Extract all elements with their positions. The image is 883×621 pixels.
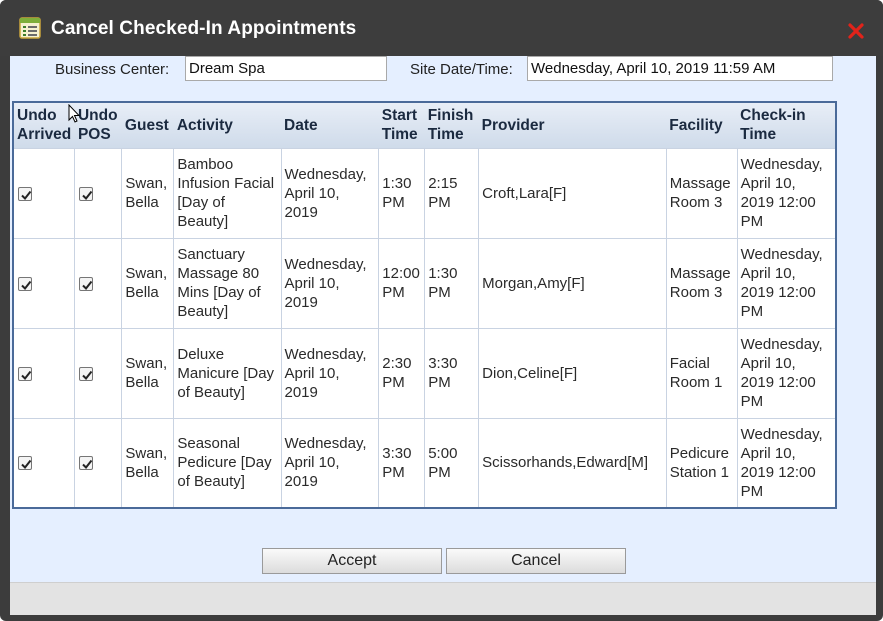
activity-cell: Deluxe Manicure [Day of Beauty] <box>173 327 282 419</box>
header-provider: Provider <box>478 102 667 148</box>
facility-cell: Massage Room 3 <box>665 147 738 239</box>
provider-cell: Croft,Lara[F] <box>478 147 667 239</box>
header-facility: Facility <box>666 102 738 148</box>
facility-cell: Massage Room 3 <box>665 237 738 329</box>
site-datetime-label: Site Date/Time: <box>410 61 513 78</box>
start-time-cell: 2:30 PM <box>378 327 426 419</box>
undo-pos-checkbox[interactable] <box>79 366 94 381</box>
guest-cell: Swan, Bella <box>121 147 175 239</box>
business-center-input[interactable] <box>185 56 387 81</box>
undo-arrived-checkbox[interactable] <box>18 186 32 201</box>
start-time-cell: 3:30 PM <box>378 417 426 509</box>
undo-pos-checkbox[interactable] <box>79 186 94 201</box>
header-finish-time: Finish Time <box>424 102 479 148</box>
table-row: Swan, Bella Sanctuary Massage 80 Mins [D… <box>12 237 837 329</box>
title-bar[interactable]: Cancel Checked-In Appointments <box>0 0 883 56</box>
facility-cell: Pedicure Station 1 <box>665 417 738 509</box>
header-undo-pos: Undo POS <box>74 102 122 148</box>
facility-cell: Facial Room 1 <box>665 327 738 419</box>
date-cell: Wednesday, April 10, 2019 <box>280 147 380 239</box>
finish-time-cell: 3:30 PM <box>424 327 480 419</box>
provider-cell: Dion,Celine[F] <box>478 327 667 419</box>
guest-cell: Swan, Bella <box>121 327 175 419</box>
accept-button[interactable]: Accept <box>262 548 442 574</box>
checkin-time-cell: Wednesday, April 10, 2019 12:00 PM <box>736 237 837 329</box>
table-row: Swan, Bella Seasonal Pedicure [Day of Be… <box>12 417 837 509</box>
activity-cell: Bamboo Infusion Facial [Day of Beauty] <box>173 147 282 239</box>
table-row: Swan, Bella Deluxe Manicure [Day of Beau… <box>12 327 837 419</box>
checkin-time-cell: Wednesday, April 10, 2019 12:00 PM <box>736 417 837 509</box>
start-time-cell: 1:30 PM <box>378 147 426 239</box>
cancel-button[interactable]: Cancel <box>446 548 626 574</box>
business-center-label: Business Center: <box>55 61 170 78</box>
provider-cell: Morgan,Amy[F] <box>478 237 667 329</box>
undo-arrived-checkbox[interactable] <box>18 276 32 291</box>
dialog-title: Cancel Checked-In Appointments <box>51 18 357 39</box>
table-row: Swan, Bella Bamboo Infusion Facial [Day … <box>12 147 837 239</box>
start-time-cell: 12:00 PM <box>378 237 426 329</box>
table-header-row: Undo Arrived Undo POS Guest Activity Date … <box>13 102 836 148</box>
undo-arrived-checkbox[interactable] <box>18 366 32 381</box>
site-datetime-input[interactable] <box>527 56 833 81</box>
checkin-time-cell: Wednesday, April 10, 2019 12:00 PM <box>736 327 837 419</box>
guest-cell: Swan, Bella <box>121 417 175 509</box>
undo-pos-checkbox[interactable] <box>79 456 94 471</box>
date-cell: Wednesday, April 10, 2019 <box>280 327 380 419</box>
close-x-icon[interactable] <box>846 21 866 41</box>
checkin-time-cell: Wednesday, April 10, 2019 12:00 PM <box>736 147 837 239</box>
header-undo-arrived: Undo Arrived <box>13 102 75 148</box>
header-activity: Activity <box>173 102 281 148</box>
header-start-time: Start Time <box>378 102 425 148</box>
form-list-icon <box>19 17 41 39</box>
undo-pos-checkbox[interactable] <box>79 276 94 291</box>
date-cell: Wednesday, April 10, 2019 <box>280 417 380 509</box>
finish-time-cell: 1:30 PM <box>424 237 480 329</box>
activity-cell: Sanctuary Massage 80 Mins [Day of Beauty… <box>173 237 282 329</box>
dialog-footer <box>10 582 876 615</box>
guest-cell: Swan, Bella <box>121 237 175 329</box>
finish-time-cell: 5:00 PM <box>424 417 480 509</box>
finish-time-cell: 2:15 PM <box>424 147 480 239</box>
date-cell: Wednesday, April 10, 2019 <box>280 237 380 329</box>
dialog-content: Business Center: Site Date/Time: UndoArr… <box>10 56 876 582</box>
header-checkin-time: Check-in Time <box>737 102 836 148</box>
appointments-table: Undo Arrived Undo POS Guest Activity Date … <box>12 101 837 509</box>
undo-arrived-checkbox[interactable] <box>18 456 32 471</box>
activity-cell: Seasonal Pedicure [Day of Beauty] <box>173 417 282 509</box>
provider-cell: Scissorhands,Edward[M] <box>478 417 667 509</box>
mouse-pointer-icon <box>68 103 81 124</box>
header-date: Date <box>281 102 379 148</box>
header-guest: Guest <box>121 102 174 148</box>
